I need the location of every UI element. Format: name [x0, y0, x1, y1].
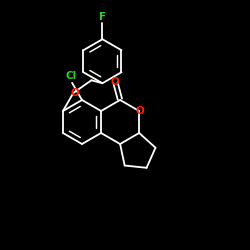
Text: O: O [70, 88, 79, 98]
Text: F: F [99, 12, 106, 22]
Text: Cl: Cl [66, 71, 77, 81]
Text: O: O [136, 106, 144, 116]
Text: O: O [111, 77, 120, 87]
